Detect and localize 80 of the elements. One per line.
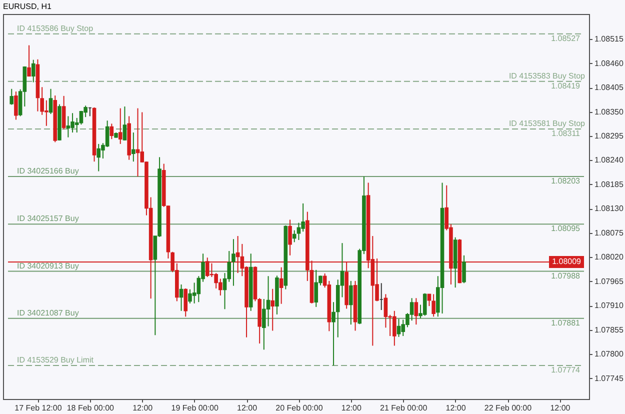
candlestick [184,288,188,318]
candlestick [10,88,14,106]
y-tick-label: 1.08350 [594,107,624,116]
y-tick-label: 1.08075 [594,228,624,238]
candlestick [232,238,236,286]
candlestick [105,120,110,148]
y-tick-label: 1.08240 [594,156,624,165]
x-tick-label: 12:00 [550,404,571,412]
candlestick [410,298,414,322]
candlestick [279,266,284,304]
candlestick [118,108,122,144]
candlestick [414,298,418,326]
annotation: 1.08009 [552,257,582,266]
x-tick-label: 12:00 [341,404,362,412]
annotation: 1.07988 [551,271,581,280]
candlestick [432,294,436,318]
annotation: 1.08527 [551,34,581,43]
x-tick-label: 12:00 [132,404,154,412]
y-tick-label: 1.08295 [594,132,624,141]
y-tick-label: 1.07910 [594,301,624,310]
y-tick-label: 1.07800 [594,350,624,359]
candlestick [288,219,292,256]
candlestick [396,318,401,338]
x-tick-label: 22 Feb 00:00 [484,404,532,412]
candlestick [188,288,192,304]
ref-line-label: ID 4153583 Buy Stop [508,71,586,80]
annotation: 1.07774 [551,366,581,375]
y-tick-label: 1.08130 [594,204,624,214]
candlestick [14,91,18,120]
candlestick [62,95,66,130]
chart-title: EURUSD, H1 [3,2,52,11]
candlestick [110,123,114,140]
annotation: 1.08095 [551,224,581,234]
y-tick-label: 1.08460 [594,58,624,68]
candlestick [122,106,127,141]
y-tick-label: 1.07965 [594,276,624,286]
x-tick-label: 20 Feb 00:00 [276,404,324,412]
y-tick-label: 1.08185 [594,180,624,189]
y-tick-label: 1.08020 [594,252,624,262]
x-tick-label: 12:00 [237,404,258,412]
y-tick-label: 1.07745 [594,374,624,383]
y-tick-label: 1.07855 [594,325,624,334]
candlestick [266,276,270,327]
candlestick [422,292,427,316]
x-tick-label: 21 Feb 00:00 [380,404,428,412]
annotation: 1.08311 [552,128,581,138]
annotation: 1.08419 [551,81,581,90]
candlestick [314,269,318,308]
candlestick [48,88,53,114]
ref-line-label: ID 34021087 Buy [17,308,79,318]
ref-line-label: ID 34020913 Buy [17,261,79,270]
x-tick-label: 18 Feb 00:00 [66,404,115,412]
x-tick-label: 17 Feb 12:00 [14,404,62,412]
x-tick-label: 12:00 [446,404,466,412]
candlestick [301,202,305,232]
x-tick-label: 19 Feb 00:00 [171,404,219,412]
candlestick [132,132,136,162]
ref-line-label: ID 4153581 Buy Stop [508,118,586,128]
y-tick-label: 1.08515 [594,34,624,44]
ref-line-label: ID 4153529 Buy Limit [17,356,94,365]
candlestick [79,110,84,126]
candlestick [349,280,353,326]
candlestick [192,282,196,304]
y-tick-label: 1.08405 [594,83,624,92]
ref-line-label: ID 34025166 Buy [17,166,79,176]
candlestick [384,294,388,328]
ref-line-label: ID 34025157 Buy [17,214,79,224]
annotation: 1.07881 [551,318,581,328]
candlestick [462,254,466,284]
candlestick [179,284,184,312]
candlestick [31,59,36,83]
candlestick [296,222,301,240]
candlestick [332,302,336,366]
candlestick [262,298,266,350]
candlestick [96,143,101,172]
candlestick [27,44,31,78]
ref-line-label: ID 4153586 Buy Stop [17,24,94,33]
candlestick [66,116,70,138]
candlestick [270,288,275,332]
annotation: 1.08203 [551,176,581,186]
